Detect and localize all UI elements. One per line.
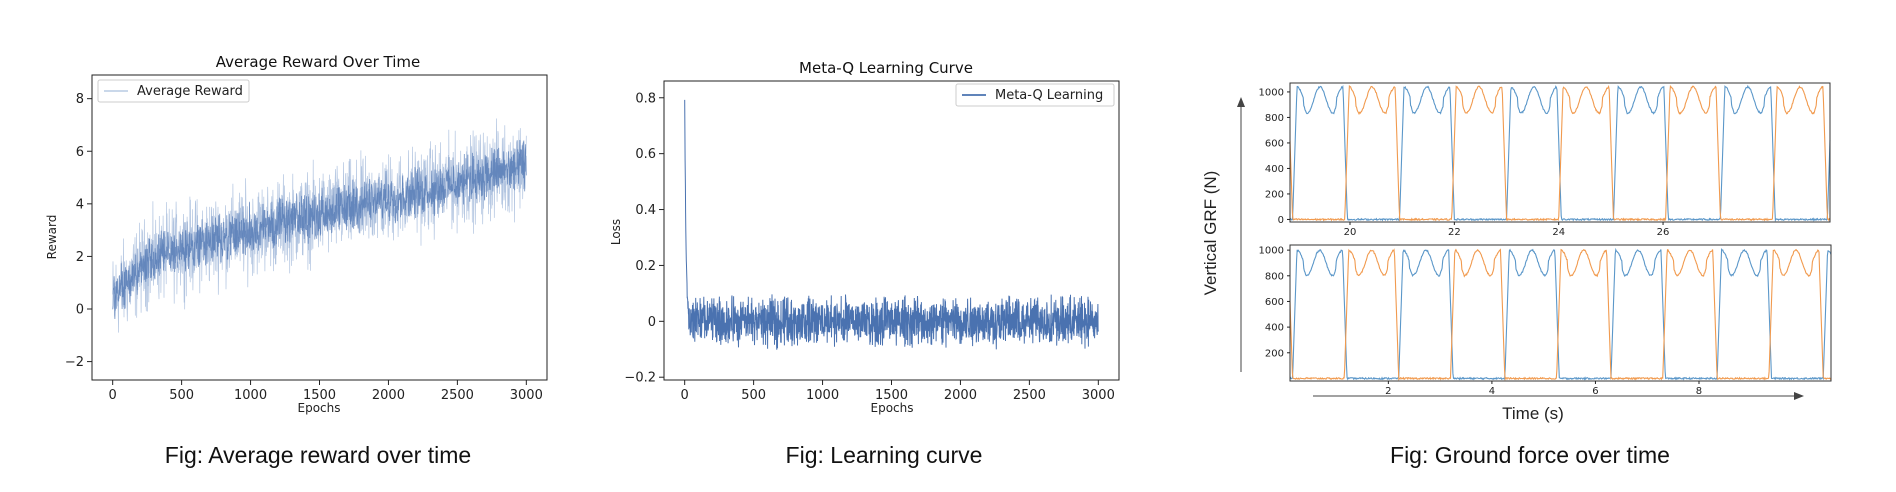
reward-legend-label: Average Reward bbox=[137, 84, 243, 99]
grf-bottom-x-ticks: 2 4 6 8 bbox=[1385, 381, 1702, 397]
learning-y-label: Loss bbox=[609, 219, 623, 245]
y-tick-label: 0.8 bbox=[635, 91, 656, 106]
x-tick-label: 2500 bbox=[1013, 388, 1046, 403]
learning-series-group bbox=[684, 99, 1099, 350]
grf-series-line-blue bbox=[1289, 247, 1832, 381]
x-tick-label: 500 bbox=[169, 388, 194, 403]
reward-series-line bbox=[112, 140, 527, 320]
x-tick-label: 8 bbox=[1696, 386, 1702, 397]
y-tick-label: 4 bbox=[76, 197, 84, 212]
learning-x-ticks: 0 500 1000 1500 2000 2500 3000 bbox=[681, 380, 1115, 403]
x-tick-label: 4 bbox=[1489, 386, 1495, 397]
y-tick-label: 0 bbox=[648, 315, 656, 330]
x-tick-label: 1000 bbox=[806, 388, 839, 403]
x-tick-label: 3000 bbox=[510, 388, 543, 403]
x-tick-label: 1500 bbox=[875, 388, 908, 403]
reward-x-ticks: 0 500 1000 1500 2000 2500 3000 bbox=[109, 380, 543, 403]
learning-legend-box bbox=[955, 83, 1115, 107]
y-tick-label: 800 bbox=[1265, 113, 1284, 124]
x-tick-label: 1000 bbox=[234, 388, 267, 403]
y-tick-label: 2 bbox=[76, 250, 84, 265]
x-tick-label: 0 bbox=[109, 388, 117, 403]
learning-caption: Fig: Learning curve bbox=[786, 442, 983, 468]
y-tick-label: 6 bbox=[76, 145, 84, 160]
x-tick-label: 22 bbox=[1448, 227, 1461, 238]
grf-x-label: Time (s) bbox=[1502, 404, 1564, 423]
reward-chart: Average Reward Over Time 0 500 1000 1500 200… bbox=[45, 53, 548, 468]
y-tick-label: 200 bbox=[1265, 189, 1284, 200]
grf-caption: Fig: Ground force over time bbox=[1390, 442, 1670, 468]
grf-bottom-plot-frame bbox=[1289, 244, 1832, 382]
x-tick-label: 3000 bbox=[1082, 388, 1115, 403]
y-tick-label: 8 bbox=[76, 92, 84, 107]
reward-y-label: Reward bbox=[45, 215, 59, 260]
grf-bottom-series-group bbox=[1289, 247, 1832, 382]
learning-legend: Meta-Q Learning bbox=[955, 83, 1115, 107]
x-tick-label: 500 bbox=[741, 388, 766, 403]
learning-curve-chart: Meta-Q Learning Curve 0 500 1000 1500 2000 25… bbox=[609, 59, 1120, 468]
y-tick-label: 600 bbox=[1265, 297, 1284, 308]
grf-top-x-ticks: 20 22 24 26 bbox=[1344, 222, 1670, 238]
x-tick-label: 2500 bbox=[441, 388, 474, 403]
y-tick-label: 400 bbox=[1265, 323, 1284, 334]
grf-series-line-blue bbox=[1289, 84, 1831, 223]
grf-x-arrowhead bbox=[1794, 392, 1804, 400]
y-tick-label: 0 bbox=[76, 303, 84, 318]
grf-series-line-orange bbox=[1289, 84, 1831, 222]
y-tick-label: −2 bbox=[65, 355, 84, 370]
reward-caption: Fig: Average reward over time bbox=[165, 442, 471, 468]
grf-series-line-orange bbox=[1289, 248, 1832, 382]
x-tick-label: 20 bbox=[1344, 227, 1357, 238]
x-tick-label: 0 bbox=[681, 388, 689, 403]
learning-y-ticks: −0.2 0 0.2 0.4 0.6 0.8 bbox=[624, 91, 664, 386]
y-tick-label: 0.4 bbox=[635, 203, 656, 218]
y-tick-label: 400 bbox=[1265, 164, 1284, 175]
reward-chart-title: Average Reward Over Time bbox=[216, 53, 421, 71]
reward-legend: Average Reward bbox=[97, 79, 250, 103]
y-tick-label: −0.2 bbox=[624, 371, 656, 386]
x-tick-label: 26 bbox=[1657, 227, 1670, 238]
learning-series-line bbox=[684, 99, 1099, 350]
learning-x-label: Epochs bbox=[871, 401, 914, 415]
learning-legend-label: Meta-Q Learning bbox=[995, 88, 1103, 103]
y-tick-label: 800 bbox=[1265, 271, 1284, 282]
reward-series-group bbox=[112, 118, 527, 333]
x-tick-label: 24 bbox=[1552, 227, 1565, 238]
y-tick-label: 200 bbox=[1265, 348, 1284, 359]
y-tick-label: 1000 bbox=[1259, 87, 1284, 98]
reward-x-label: Epochs bbox=[298, 401, 341, 415]
reward-y-ticks: −2 0 2 4 6 8 bbox=[65, 92, 92, 370]
x-tick-label: 2000 bbox=[944, 388, 977, 403]
x-tick-label: 2 bbox=[1385, 386, 1391, 397]
grf-y-arrowhead bbox=[1237, 97, 1245, 107]
y-tick-label: 600 bbox=[1265, 138, 1284, 149]
y-tick-label: 0.2 bbox=[635, 259, 656, 274]
grf-top-plot-frame bbox=[1289, 82, 1831, 223]
x-tick-label: 6 bbox=[1592, 386, 1598, 397]
grf-top-y-ticks: 0 200 400 600 800 1000 bbox=[1259, 87, 1290, 226]
reward-legend-box bbox=[97, 79, 250, 103]
y-tick-label: 0 bbox=[1278, 215, 1284, 226]
y-tick-label: 0.6 bbox=[635, 147, 656, 162]
y-tick-label: 1000 bbox=[1259, 246, 1284, 257]
x-tick-label: 1500 bbox=[303, 388, 336, 403]
learning-chart-title: Meta-Q Learning Curve bbox=[799, 59, 973, 77]
grf-top-series-group bbox=[1289, 84, 1831, 223]
grf-bottom-y-ticks: 200 400 600 800 1000 bbox=[1259, 246, 1290, 359]
grf-y-label: Vertical GRF (N) bbox=[1201, 171, 1220, 296]
x-tick-label: 2000 bbox=[372, 388, 405, 403]
